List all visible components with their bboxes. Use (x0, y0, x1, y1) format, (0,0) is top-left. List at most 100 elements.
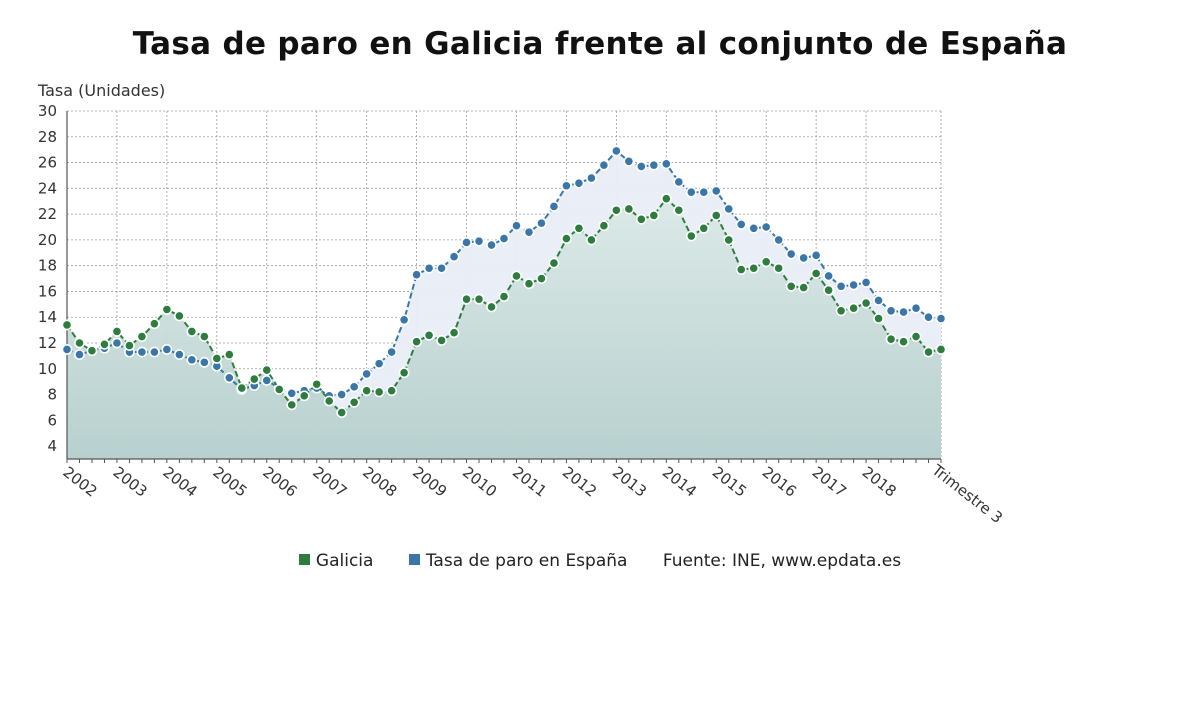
data-point-espana[interactable] (773, 234, 785, 246)
data-point-galicia[interactable] (873, 313, 884, 324)
data-point-galicia[interactable] (698, 222, 710, 234)
data-point-espana[interactable] (286, 387, 298, 399)
data-point-espana[interactable] (498, 233, 510, 244)
legend-item-espana[interactable]: Tasa de paro en España (408, 551, 627, 571)
data-point-espana[interactable] (598, 159, 610, 171)
data-point-galicia[interactable] (298, 390, 310, 402)
data-point-galicia[interactable] (548, 257, 560, 269)
data-point-galicia[interactable] (798, 282, 810, 293)
data-point-espana[interactable] (685, 186, 697, 198)
data-point-galicia[interactable] (261, 364, 273, 376)
data-point-espana[interactable] (386, 346, 398, 358)
data-point-espana[interactable] (348, 381, 360, 393)
data-point-galicia[interactable] (186, 325, 198, 337)
data-point-galicia[interactable] (348, 396, 360, 408)
data-point-espana[interactable] (173, 349, 185, 360)
data-point-galicia[interactable] (898, 336, 909, 348)
data-point-galicia[interactable] (511, 270, 522, 282)
data-point-espana[interactable] (673, 176, 685, 188)
data-point-espana[interactable] (186, 354, 198, 366)
data-point-espana[interactable] (923, 311, 934, 323)
data-point-galicia[interactable] (161, 304, 173, 315)
data-point-galicia[interactable] (561, 233, 572, 244)
data-point-galicia[interactable] (273, 383, 285, 395)
data-point-espana[interactable] (635, 161, 647, 172)
data-point-espana[interactable] (723, 203, 735, 215)
data-point-espana[interactable] (74, 349, 85, 360)
data-point-galicia[interactable] (99, 338, 110, 350)
data-point-galicia[interactable] (635, 213, 647, 225)
data-point-espana[interactable] (586, 172, 597, 184)
data-point-espana[interactable] (436, 262, 447, 274)
data-point-galicia[interactable] (311, 378, 323, 390)
data-point-espana[interactable] (885, 305, 897, 317)
data-point-espana[interactable] (448, 251, 460, 263)
data-point-espana[interactable] (748, 222, 760, 234)
data-point-espana[interactable] (898, 306, 909, 318)
data-point-espana[interactable] (461, 237, 472, 248)
data-point-espana[interactable] (848, 279, 859, 291)
data-point-espana[interactable] (698, 186, 710, 198)
data-point-espana[interactable] (623, 155, 635, 167)
data-point-galicia[interactable] (336, 407, 348, 418)
data-point-galicia[interactable] (935, 344, 947, 355)
data-point-galicia[interactable] (211, 353, 223, 364)
data-point-galicia[interactable] (910, 331, 922, 342)
data-point-espana[interactable] (935, 313, 947, 324)
data-point-galicia[interactable] (523, 278, 535, 290)
data-point-espana[interactable] (511, 220, 522, 232)
data-point-espana[interactable] (198, 356, 210, 368)
data-point-espana[interactable] (373, 358, 385, 370)
data-point-espana[interactable] (660, 158, 672, 170)
data-point-galicia[interactable] (810, 267, 822, 279)
data-point-espana[interactable] (148, 346, 160, 358)
data-point-galicia[interactable] (398, 367, 410, 379)
data-point-galicia[interactable] (785, 280, 797, 292)
data-point-espana[interactable] (473, 235, 485, 247)
data-point-galicia[interactable] (124, 340, 135, 351)
data-point-galicia[interactable] (436, 335, 447, 346)
data-point-galicia[interactable] (823, 284, 835, 296)
data-point-espana[interactable] (61, 344, 73, 355)
data-point-galicia[interactable] (498, 291, 510, 302)
data-point-espana[interactable] (223, 372, 235, 384)
data-point-galicia[interactable] (760, 256, 772, 268)
data-point-galicia[interactable] (361, 385, 373, 397)
data-point-espana[interactable] (910, 302, 922, 314)
data-point-galicia[interactable] (773, 262, 785, 274)
data-point-espana[interactable] (823, 270, 835, 282)
data-point-galicia[interactable] (835, 305, 847, 317)
data-point-galicia[interactable] (735, 264, 747, 275)
data-point-galicia[interactable] (286, 399, 298, 411)
data-point-galicia[interactable] (848, 302, 859, 314)
data-point-espana[interactable] (111, 337, 123, 349)
data-point-espana[interactable] (423, 262, 435, 274)
data-point-espana[interactable] (548, 200, 560, 212)
data-point-galicia[interactable] (461, 293, 472, 305)
data-point-galicia[interactable] (86, 345, 98, 357)
data-point-galicia[interactable] (648, 209, 660, 221)
data-point-galicia[interactable] (536, 273, 547, 284)
data-point-espana[interactable] (261, 374, 273, 386)
data-point-espana[interactable] (810, 249, 822, 261)
legend-item-galicia[interactable]: Galicia (298, 551, 373, 571)
data-point-espana[interactable] (536, 217, 547, 229)
data-point-espana[interactable] (161, 344, 173, 355)
data-point-espana[interactable] (873, 295, 884, 306)
data-point-espana[interactable] (648, 159, 660, 171)
data-point-galicia[interactable] (486, 301, 497, 313)
data-point-espana[interactable] (798, 252, 810, 264)
data-point-galicia[interactable] (573, 222, 585, 234)
data-point-galicia[interactable] (148, 318, 160, 330)
data-point-galicia[interactable] (710, 209, 722, 221)
data-point-espana[interactable] (760, 221, 772, 233)
data-point-galicia[interactable] (373, 386, 385, 398)
data-point-espana[interactable] (136, 346, 148, 358)
data-point-galicia[interactable] (248, 373, 260, 385)
data-point-galicia[interactable] (473, 293, 485, 305)
data-point-espana[interactable] (411, 269, 422, 281)
data-point-galicia[interactable] (423, 329, 435, 341)
data-point-galicia[interactable] (223, 349, 235, 360)
data-point-espana[interactable] (710, 185, 722, 197)
data-point-espana[interactable] (610, 145, 622, 157)
